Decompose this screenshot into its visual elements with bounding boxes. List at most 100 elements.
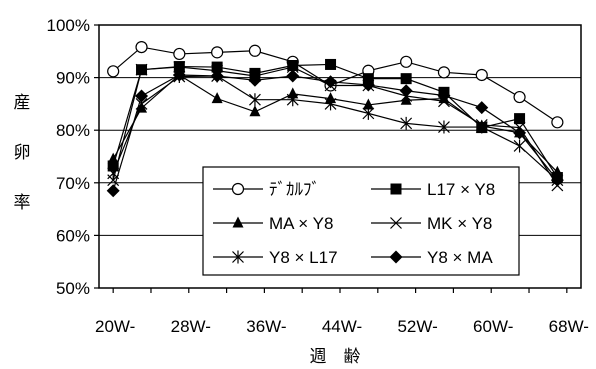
legend: ﾃﾞｶﾙﾌﾞ L17 × Y8 MA × Y8 MK × Y8 Y8 × L17 Y8 ×…: [202, 166, 520, 276]
marker-shape: [513, 126, 527, 140]
data-point: [400, 116, 413, 130]
marker-shape: [362, 98, 374, 110]
data-point: [107, 152, 119, 164]
x-tick-label: 36W-: [246, 317, 286, 336]
x-tick-label: 28W-: [171, 317, 211, 336]
x-tick-label: 60W-: [473, 317, 513, 336]
data-point: [513, 90, 526, 104]
marker-shape: [135, 63, 148, 76]
marker-shape: [287, 87, 299, 99]
legend-label: Y8 × MA: [427, 248, 493, 267]
marker-shape: [475, 68, 488, 82]
data-point: [106, 184, 120, 198]
data-point: [210, 69, 224, 83]
data-point: [287, 60, 299, 72]
x-tick-label: 20W-: [95, 317, 135, 336]
series-diamond: [106, 68, 564, 198]
data-point: [513, 139, 526, 153]
data-point: [437, 66, 451, 79]
marker-shape: [551, 165, 563, 177]
marker-shape: [400, 73, 412, 85]
data-point: [286, 69, 300, 83]
marker-shape: [232, 250, 244, 264]
marker-shape: [437, 66, 451, 79]
marker-shape: [106, 184, 120, 198]
y-tick-label: 80%: [56, 121, 90, 140]
marker-shape: [550, 173, 564, 187]
data-point: [211, 46, 224, 59]
marker-shape: [400, 116, 413, 130]
data-point: [172, 68, 186, 82]
legend-label: MK × Y8: [427, 214, 492, 233]
marker-shape: [475, 101, 489, 115]
data-point: [324, 97, 337, 111]
marker-shape: [249, 105, 261, 117]
marker-shape: [107, 152, 119, 164]
y-axis-ticks: 50% 60% 70% 80% 90% 100%: [47, 16, 99, 298]
data-point: [400, 73, 412, 85]
marker-shape: [361, 78, 375, 92]
marker-shape: [135, 40, 148, 54]
data-point: [135, 89, 149, 103]
x-axis-label: 週 齢: [310, 347, 361, 366]
y-tick-label: 100%: [47, 16, 90, 35]
marker-shape: [107, 65, 120, 78]
marker-shape: [248, 73, 262, 87]
legend-item: ﾃﾞｶﾙﾌﾞ: [213, 180, 320, 199]
marker-shape: [438, 120, 450, 134]
marker-shape: [390, 217, 402, 229]
data-point: [248, 73, 262, 87]
legend-marker: [390, 217, 402, 229]
data-point: [551, 165, 563, 177]
legend-item: L17 × Y8: [371, 180, 495, 199]
marker-shape: [362, 106, 375, 120]
marker-shape: [513, 139, 526, 153]
data-point: [437, 88, 451, 102]
marker-shape: [400, 55, 413, 68]
data-point: [475, 120, 488, 134]
legend-label: Y8 × L17: [269, 248, 338, 267]
data-point: [475, 68, 488, 82]
marker-shape: [437, 88, 451, 102]
data-point: [173, 61, 186, 74]
marker-shape: [249, 67, 261, 79]
y-axis-label: 産卵率: [14, 93, 31, 212]
marker-shape: [400, 93, 412, 105]
data-point: [514, 113, 526, 125]
legend-item: Y8 × L17: [213, 248, 338, 267]
marker-shape: [399, 84, 413, 98]
legend-marker: [232, 216, 244, 228]
data-point: [249, 67, 261, 79]
marker-shape: [232, 216, 244, 228]
marker-shape: [135, 89, 149, 103]
data-point: [362, 106, 375, 120]
marker-shape: [287, 60, 299, 72]
data-point: [107, 65, 120, 78]
marker-shape: [211, 46, 224, 59]
data-point: [249, 105, 261, 117]
legend-label: MA × Y8: [269, 214, 333, 233]
data-point: [551, 116, 564, 129]
data-point: [513, 126, 527, 140]
data-point: [135, 63, 148, 76]
data-point: [361, 78, 375, 92]
x-tick-label: 68W-: [549, 317, 589, 336]
data-point: [438, 120, 450, 134]
x-tick-label: 44W-: [322, 317, 362, 336]
legend-marker: [390, 183, 402, 195]
legend-marker: [231, 182, 245, 196]
x-axis-ticks: 20W- 28W- 36W- 44W- 52W- 60W- 68W-: [95, 288, 589, 336]
marker-shape: [211, 61, 223, 73]
marker-shape: [231, 182, 245, 196]
y-axis-label-char: 産: [14, 93, 31, 112]
marker-shape: [173, 47, 186, 61]
series-circle-open: [107, 40, 564, 129]
marker-shape: [389, 250, 403, 264]
y-tick-label: 70%: [56, 174, 90, 193]
marker-shape: [514, 113, 526, 125]
legend-label: ﾃﾞｶﾙﾌﾞ: [269, 180, 320, 199]
data-point: [400, 55, 413, 68]
legend-item: MA × Y8: [213, 214, 333, 233]
marker-shape: [286, 61, 299, 74]
